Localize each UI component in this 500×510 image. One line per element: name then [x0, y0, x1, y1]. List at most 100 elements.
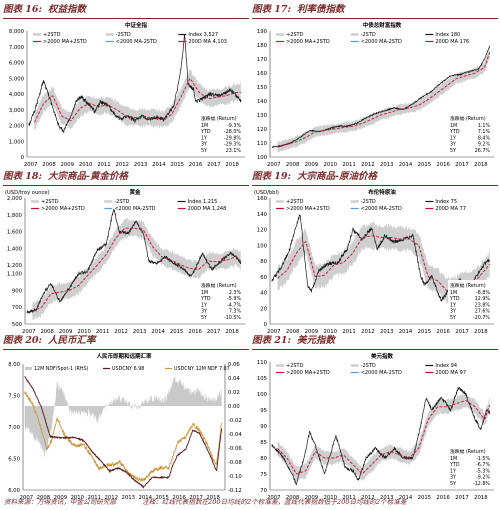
- y-tick-label: 1,600: [7, 230, 23, 236]
- stats-value: 7.1%: [478, 129, 491, 135]
- y-tick-label: 2,000: [7, 196, 23, 202]
- y-tick-label: 150: [257, 85, 268, 91]
- x-tick-label: 2010: [323, 162, 337, 168]
- y-tick-label: 8,000: [9, 29, 25, 35]
- stats-value: 26.7%: [475, 148, 491, 154]
- y-tick-label: 2,000: [9, 124, 25, 130]
- panel-title: 图表 16: 权益指数: [3, 3, 249, 19]
- stats-value: -5.9%: [227, 296, 241, 302]
- y-tick-label: 190: [257, 29, 268, 35]
- x-tick-label: 2011: [97, 162, 110, 168]
- x-tick-label: 2008: [286, 329, 300, 335]
- x-tick-label: 2008: [286, 162, 300, 168]
- figure-title: 利率债指数: [297, 4, 345, 15]
- panel-title: 图表 19: 大宗商品-原油价格: [252, 170, 498, 186]
- legend-label: Index 75: [435, 199, 457, 205]
- x-tick-label: 2010: [323, 495, 337, 501]
- y-tick-label: 85: [260, 440, 267, 446]
- x-tick-label: 2010: [77, 329, 91, 335]
- x-tick-label: 2010: [79, 162, 93, 168]
- y-tick-label: 75: [260, 472, 267, 478]
- panel-crude-oil-price: 图表 19: 大宗商品-原油价格 布伦特原油 (USD/bbl) 160 140 120 1…: [252, 170, 498, 337]
- legend-note: 注释：红线代表指数在200日均线的2个标准差，蓝线代表指数低于200日均线的2个…: [142, 498, 407, 506]
- stats-box: [448, 280, 492, 322]
- panel-rmb-exchange-rate: 图表 20: 人民币汇率 人民币即期和远期汇率 8.00 7.50 7.00 6.50 6.…: [3, 334, 249, 501]
- figure-number: 图表 19:: [252, 171, 292, 182]
- stats-value: 27.6%: [475, 309, 491, 315]
- x-tick-label: 2008: [42, 162, 56, 168]
- x-tick-label: 2017: [455, 495, 468, 501]
- ma-line: [277, 52, 491, 148]
- x-tick-label: 2016: [189, 162, 203, 168]
- x-tick-label: 2014: [399, 495, 413, 501]
- x-tick-label: 2007: [20, 495, 33, 501]
- panel-dollar-index: 图表 21: 美元指数 美元指数 110 105 100 95 90 85 80 75 70 2007…: [252, 334, 498, 501]
- stats-period: 3Y: [450, 142, 456, 148]
- x-tick-label: 2009: [59, 329, 72, 335]
- x-tick-label: 2013: [122, 495, 135, 501]
- figure-number: 图表 20:: [3, 335, 43, 346]
- x-tick-label: 2011: [342, 495, 355, 501]
- y-tick-label: 100: [257, 243, 268, 249]
- y-tick-label: 7,000: [9, 45, 25, 51]
- x-tick-label: 2009: [54, 495, 67, 501]
- x-tick-label: 2018: [225, 329, 239, 335]
- y-tick-label: 1,400: [7, 246, 23, 252]
- x-tick-label: 2014: [399, 162, 413, 168]
- x-tick-label: 2012: [361, 329, 374, 335]
- y-tick-label: 6.00: [8, 488, 20, 494]
- y-tick-label: 700: [12, 305, 23, 311]
- legend-label: <2000 MA-2STD: [361, 39, 402, 45]
- stats-value: -29.3%: [224, 142, 241, 148]
- y2-tick-label: 0.06: [228, 362, 240, 368]
- stats-period: YTD: [200, 296, 211, 302]
- panel-rates-bond-index: 图表 17: 利率债指数 中债总财富指数 190 180 170 160 150 140 130…: [252, 3, 498, 170]
- figure-title: 美元指数: [297, 335, 336, 346]
- figure-footer: 资料来源：万得资讯，中金公司研究部 注释：红线代表指数在200日均线的2个标准差，…: [4, 496, 498, 508]
- legend-label: -2STD: [361, 199, 376, 205]
- figure-title: 大宗商品-黄金价格: [48, 171, 128, 182]
- stats-box: [199, 280, 243, 322]
- plot-area: [271, 45, 491, 153]
- stats-period: 1M: [201, 290, 208, 296]
- legend-label: +2STD: [286, 199, 304, 205]
- figure-title: 大宗商品-原油价格: [297, 171, 377, 182]
- legend-label: <2000 MA-2STD: [114, 206, 155, 212]
- x-tick-label: 2007: [267, 495, 280, 501]
- return-stats: 涨跌幅 (Return)1M 1.1% YTD 7.1% 1Y 8.4% 3Y 9.2% 5Y 2…: [448, 113, 492, 155]
- stats-header: 涨跌幅 (Return): [201, 282, 237, 289]
- x-tick-label: 2009: [305, 495, 318, 501]
- legend-label: 200D MA 97: [435, 370, 466, 376]
- x-tick-label: 2009: [305, 162, 318, 168]
- y-tick-label: 3,000: [9, 108, 25, 114]
- figure-number: 图表 18:: [3, 171, 43, 182]
- legend-label: +2STD: [286, 363, 304, 369]
- index-line: [271, 45, 491, 149]
- stats-period: 1M: [450, 456, 457, 462]
- x-tick-label: 2015: [170, 162, 183, 168]
- legend-label: 200D MA 77: [435, 206, 466, 212]
- x-tick-label: 2017: [455, 162, 468, 168]
- chart-title: 布伦特原油: [368, 188, 396, 196]
- stats-value: -9.3%: [227, 123, 241, 129]
- x-tick-label: 2018: [474, 329, 488, 335]
- stats-value: 8.4%: [478, 135, 491, 141]
- x-tick-label: 2012: [105, 495, 118, 501]
- y-tick-label: 500: [12, 322, 23, 328]
- source-note: 资料来源：万得资讯，中金公司研究部: [4, 498, 117, 506]
- y-tick-label: 70: [260, 488, 267, 494]
- stats-value: -12.8%: [473, 481, 490, 487]
- legend-label: <2000 MA-2STD: [361, 206, 402, 212]
- x-tick-label: 2012: [116, 162, 129, 168]
- stats-value: -10.5%: [224, 315, 241, 321]
- stats-value: -9.2%: [476, 475, 490, 481]
- x-tick-label: 2018: [474, 495, 488, 501]
- stats-header: 涨跌幅 (Return): [450, 448, 486, 455]
- legend: +2STD -2STD Index 75 >2000 MA+2STD <2000 MA-…: [276, 199, 466, 212]
- y-tick-label: 140: [257, 212, 268, 218]
- y2-tick-label: -0.06: [228, 446, 242, 452]
- stats-period: 1Y: [450, 135, 456, 141]
- y-tick-label: 5,000: [9, 76, 25, 82]
- y-tick-label: 95: [260, 408, 267, 414]
